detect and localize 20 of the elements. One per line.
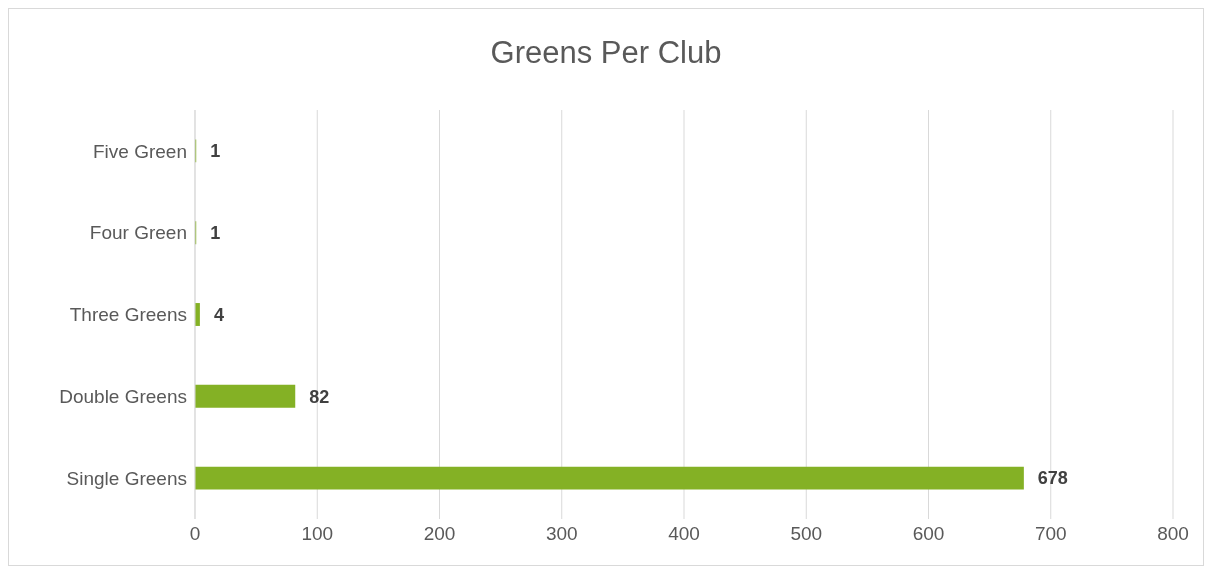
data-label: 1 bbox=[210, 223, 221, 244]
y-tick-label: Five Green bbox=[93, 140, 187, 162]
x-tick-label: 500 bbox=[790, 523, 823, 545]
y-tick-label: Three Greens bbox=[69, 304, 187, 326]
x-tick-label: 700 bbox=[1034, 523, 1067, 545]
data-label: 82 bbox=[309, 386, 330, 407]
y-tick-label: Single Greens bbox=[66, 467, 187, 489]
x-tick-label: 800 bbox=[1157, 523, 1189, 545]
data-label: 678 bbox=[1037, 468, 1068, 489]
y-tick-label: Four Green bbox=[89, 222, 187, 244]
x-tick-label: 0 bbox=[189, 523, 201, 545]
x-tick-label: 300 bbox=[545, 523, 578, 545]
x-tick-label: 200 bbox=[423, 523, 456, 545]
x-tick-label: 100 bbox=[301, 523, 334, 545]
data-label: 4 bbox=[213, 304, 224, 325]
data-label: 1 bbox=[210, 141, 221, 162]
y-tick-label: Double Greens bbox=[59, 386, 187, 408]
x-tick-label: 600 bbox=[912, 523, 945, 545]
chart-title: Greens Per Club bbox=[489, 35, 723, 71]
x-tick-label: 400 bbox=[668, 523, 700, 545]
